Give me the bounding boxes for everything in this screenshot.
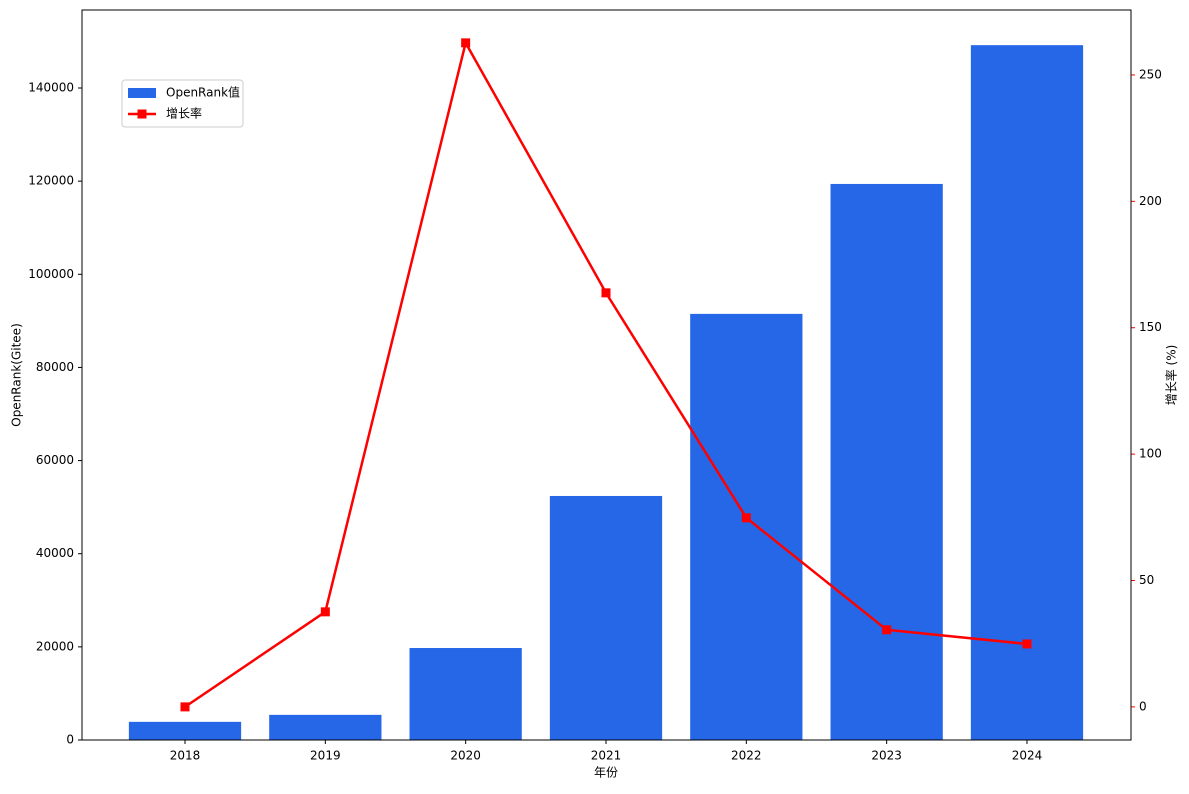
marker — [461, 38, 471, 48]
x-tick-label: 2021 — [591, 749, 622, 763]
y-tick-label: 40000 — [36, 546, 74, 560]
bar — [970, 45, 1084, 741]
y-tick-label: 20000 — [36, 639, 74, 653]
bar — [128, 721, 242, 740]
marker — [1022, 639, 1032, 649]
y-axis-label: OpenRank(Gitee) — [10, 323, 24, 427]
x-tick-label: 2019 — [310, 749, 341, 763]
y-tick-label: 0 — [66, 733, 74, 747]
x-tick-label: 2022 — [731, 749, 762, 763]
bar — [409, 648, 522, 740]
bar — [690, 313, 803, 740]
y2-tick-label: 0 — [1139, 699, 1147, 713]
y-tick-label: 100000 — [28, 267, 74, 281]
y2-tick-label: 250 — [1139, 67, 1162, 81]
x-tick-label: 2018 — [170, 749, 201, 763]
x-tick-label: 2024 — [1012, 749, 1043, 763]
plot-frame — [81, 9, 1132, 741]
legend-label: OpenRank值 — [166, 85, 240, 100]
y2-tick-label: 100 — [1139, 447, 1162, 461]
marker — [601, 288, 611, 298]
marker — [741, 513, 751, 523]
y2-tick-label: 50 — [1139, 573, 1154, 587]
y2-axis-label: 增长率 (%) — [1164, 345, 1179, 406]
y-tick-label: 120000 — [28, 174, 74, 188]
bar — [549, 495, 663, 740]
x-tick-label: 2020 — [450, 749, 481, 763]
bar — [830, 183, 943, 741]
marker — [882, 625, 892, 635]
y2-tick-label: 150 — [1139, 320, 1162, 334]
legend-label: 增长率 — [166, 106, 202, 121]
x-axis-label: 年份 — [594, 766, 618, 780]
y-tick-label: 80000 — [36, 360, 74, 374]
bar — [269, 714, 382, 740]
x-tick-label: 2023 — [871, 749, 902, 763]
y-tick-label: 60000 — [36, 453, 74, 467]
y2-tick-label: 200 — [1139, 194, 1162, 208]
legend-marker — [137, 109, 147, 119]
y-tick-label: 140000 — [28, 81, 74, 95]
marker — [320, 607, 330, 617]
legend-swatch — [128, 88, 156, 98]
marker — [180, 702, 190, 712]
